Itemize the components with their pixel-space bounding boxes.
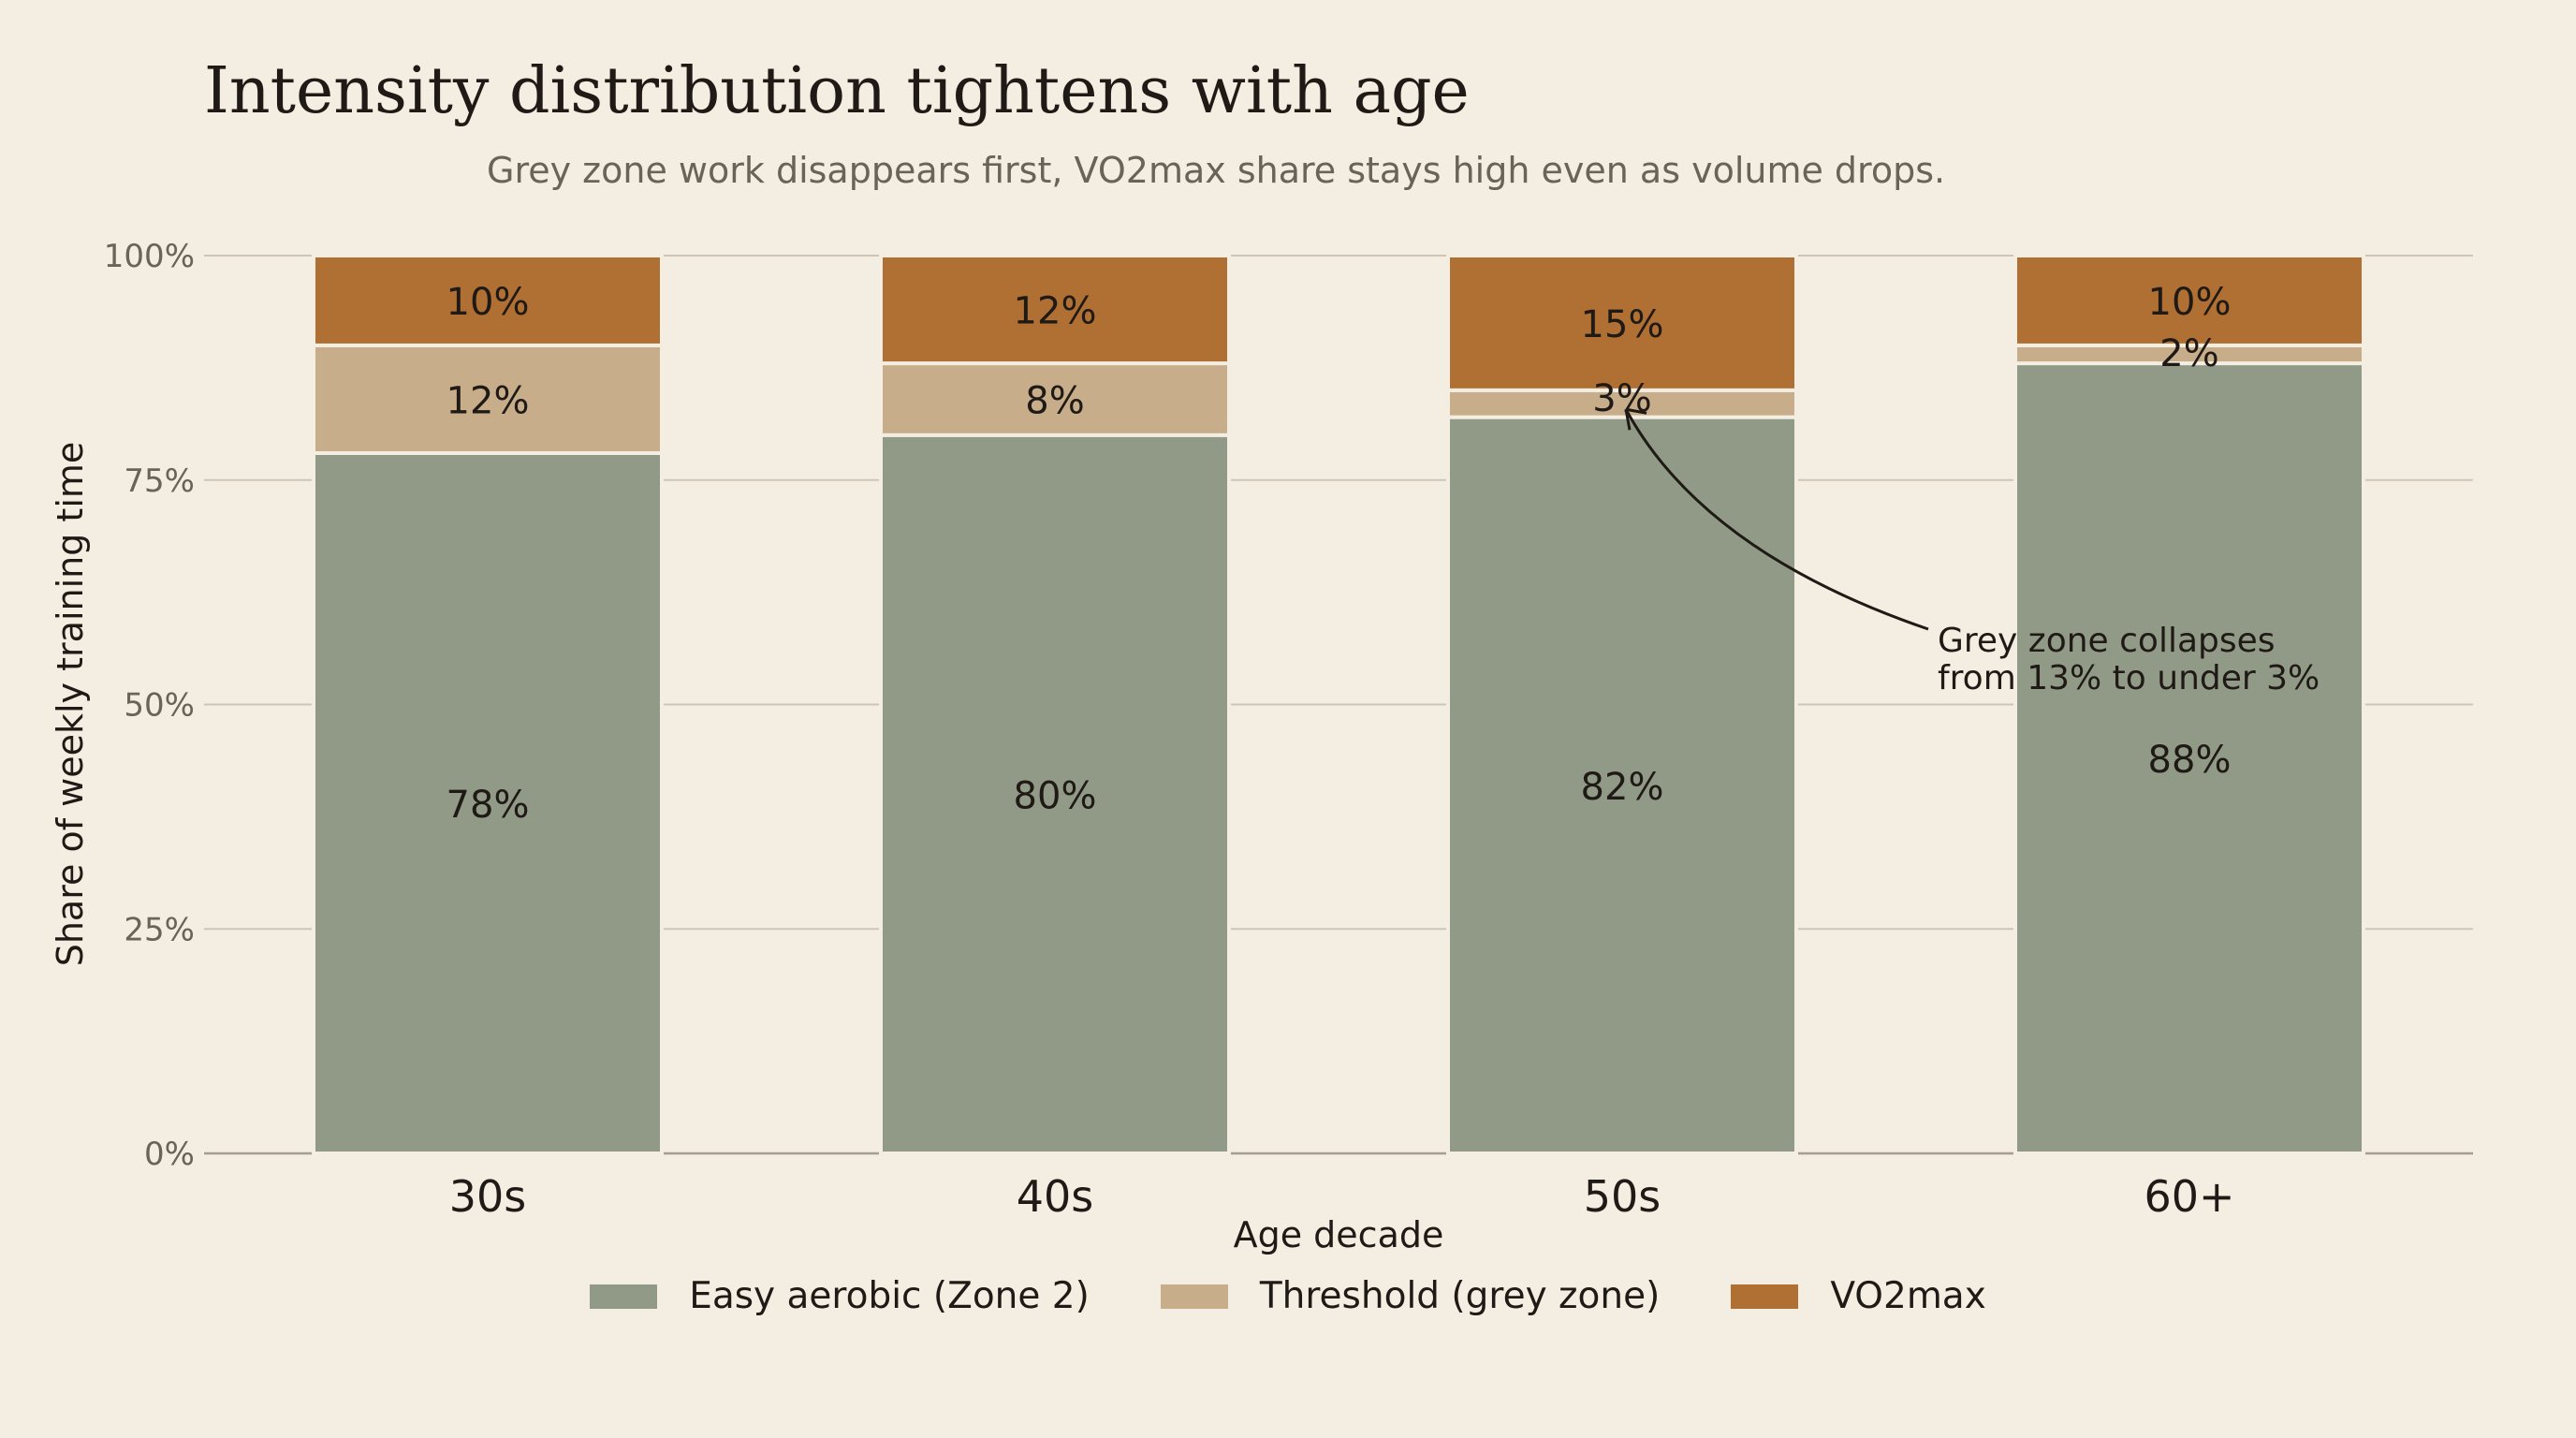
legend-item-easy-aerobic: Easy aerobic (Zone 2): [590, 1275, 1090, 1317]
legend-swatch-vo2max: [1731, 1284, 1799, 1309]
bar-segment-easy-aerobic: [879, 433, 1231, 1155]
y-tick-label: 25%: [124, 911, 195, 948]
data-label-vo2max: 12%: [1014, 290, 1097, 333]
data-label-threshold: 8%: [1025, 379, 1084, 422]
x-tick-label: 60+: [2144, 1171, 2234, 1222]
bar-segment-vo2max: [1446, 254, 1798, 392]
x-tick-label: 50s: [1584, 1171, 1661, 1222]
annotation-arrow: [1624, 408, 1929, 631]
y-tick-label: 50%: [124, 687, 195, 725]
legend-label-vo2max: VO2max: [1830, 1275, 1986, 1317]
y-tick-label: 100%: [104, 238, 195, 275]
chart-subtitle: Grey zone work disappears first, VO2max …: [487, 150, 1946, 191]
data-label-easy-aerobic: 88%: [2148, 739, 2232, 782]
data-label-vo2max: 10%: [2148, 281, 2232, 324]
bar-segment-vo2max: [2013, 254, 2365, 347]
annotation-text-line2: from 13% to under 3%: [1938, 659, 2320, 697]
annotation-arrowhead: [1624, 407, 1647, 431]
x-tick-label: 40s: [1017, 1171, 1094, 1222]
bar-segment-threshold: [879, 361, 1231, 437]
chart-title: Intensity distribution tightens with age: [204, 54, 1470, 128]
legend-label-easy-aerobic: Easy aerobic (Zone 2): [689, 1275, 1090, 1317]
data-label-easy-aerobic: 82%: [1581, 766, 1664, 809]
y-tick-label: 0%: [144, 1136, 195, 1173]
y-tick-label: 75%: [124, 462, 195, 500]
bar-segment-vo2max: [879, 254, 1231, 366]
legend: Easy aerobic (Zone 2) Threshold (grey zo…: [0, 1275, 2576, 1317]
x-tick-label: 30s: [449, 1171, 527, 1222]
annotation-text-line1: Grey zone collapses: [1938, 622, 2276, 660]
y-axis-title: Share of weekly training time: [50, 442, 91, 967]
bar-segment-vo2max: [312, 254, 664, 347]
legend-label-threshold: Threshold (grey zone): [1259, 1275, 1661, 1317]
legend-item-vo2max: VO2max: [1731, 1275, 1986, 1317]
data-label-easy-aerobic: 78%: [446, 784, 530, 827]
legend-swatch-easy-aerobic: [590, 1284, 658, 1309]
legend-item-threshold: Threshold (grey zone): [1160, 1275, 1661, 1317]
data-label-threshold: 12%: [446, 379, 530, 422]
data-label-vo2max: 15%: [1581, 303, 1664, 346]
data-label-easy-aerobic: 80%: [1014, 774, 1097, 817]
bar-segment-easy-aerobic: [1446, 415, 1798, 1155]
bar-segment-threshold: [312, 343, 664, 455]
data-label-vo2max: 10%: [446, 281, 530, 324]
legend-swatch-threshold: [1160, 1284, 1228, 1309]
bar-segment-easy-aerobic: [2013, 361, 2365, 1155]
x-axis-title: Age decade: [1234, 1214, 1444, 1255]
data-label-threshold: 2%: [2159, 332, 2218, 375]
bar-segment-easy-aerobic: [312, 450, 664, 1156]
